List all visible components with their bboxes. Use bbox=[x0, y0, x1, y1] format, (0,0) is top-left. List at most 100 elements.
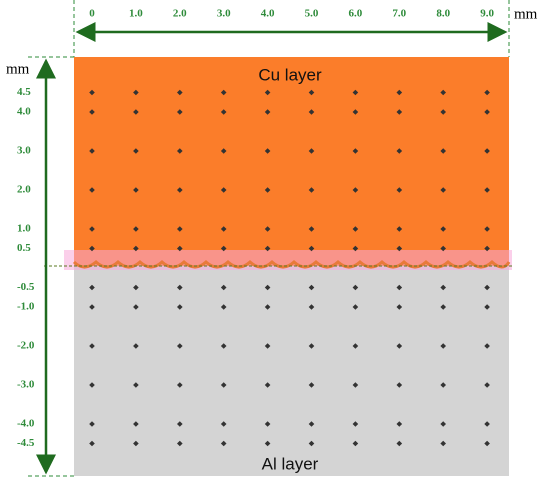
measure-point bbox=[133, 382, 139, 388]
measure-point bbox=[89, 148, 95, 154]
measure-point bbox=[220, 89, 227, 96]
measure-point bbox=[264, 421, 271, 427]
measure-point bbox=[308, 284, 315, 291]
measure-point bbox=[352, 226, 359, 232]
measure-point bbox=[308, 109, 315, 115]
measure-point bbox=[396, 284, 403, 291]
measure-point bbox=[396, 382, 403, 388]
x-tick-label: 7.0 bbox=[392, 8, 406, 20]
measure-point bbox=[264, 440, 271, 447]
measure-point bbox=[396, 89, 403, 96]
measure-point bbox=[484, 304, 490, 310]
measure-point bbox=[133, 284, 139, 291]
measure-point bbox=[264, 148, 271, 154]
measure-point bbox=[89, 226, 95, 232]
measure-point bbox=[440, 89, 446, 96]
measure-point bbox=[89, 421, 95, 427]
measure-point bbox=[484, 245, 490, 252]
x-tick-label: 4.0 bbox=[261, 8, 275, 20]
measure-point bbox=[220, 226, 227, 232]
measure-point bbox=[89, 245, 95, 252]
measure-point bbox=[484, 187, 490, 193]
measure-point bbox=[308, 304, 315, 310]
measure-point bbox=[396, 226, 403, 232]
measure-point bbox=[220, 304, 227, 310]
y-unit: mm bbox=[6, 61, 30, 77]
measure-point bbox=[308, 245, 315, 252]
measure-point bbox=[89, 187, 95, 193]
measure-point bbox=[396, 245, 403, 252]
measure-point bbox=[308, 343, 315, 349]
measure-point bbox=[89, 89, 95, 96]
measure-point bbox=[264, 109, 271, 115]
measure-point bbox=[440, 245, 446, 252]
measure-point bbox=[396, 440, 403, 447]
measure-point bbox=[308, 187, 315, 193]
measure-point bbox=[220, 284, 227, 291]
measure-point bbox=[484, 226, 490, 232]
measure-point bbox=[352, 304, 359, 310]
measure-point bbox=[396, 304, 403, 310]
x-tick-label: 2.0 bbox=[173, 8, 187, 20]
measure-point bbox=[220, 382, 227, 388]
measure-point bbox=[352, 440, 359, 447]
y-tick-label: -0.5 bbox=[17, 281, 35, 293]
measure-point bbox=[484, 148, 490, 154]
x-tick-label: 9.0 bbox=[480, 8, 494, 20]
x-tick-label: 8.0 bbox=[436, 8, 450, 20]
measure-point bbox=[352, 284, 359, 291]
measure-point bbox=[89, 284, 95, 291]
y-tick-label: 2.0 bbox=[17, 184, 31, 196]
measure-point bbox=[89, 304, 95, 310]
measure-point bbox=[133, 89, 139, 96]
x-tick-label: 1.0 bbox=[129, 8, 143, 20]
measure-point bbox=[484, 440, 490, 447]
measure-point bbox=[133, 245, 139, 252]
measure-point bbox=[484, 284, 490, 291]
measure-point bbox=[396, 109, 403, 115]
bottom-layer-label: Al layer bbox=[262, 454, 319, 473]
measure-point bbox=[177, 226, 183, 232]
measure-point bbox=[440, 440, 446, 447]
measure-point bbox=[220, 245, 227, 252]
measure-point bbox=[484, 109, 490, 115]
measure-point bbox=[440, 148, 446, 154]
measure-point bbox=[220, 148, 227, 154]
y-tick-label: 4.5 bbox=[17, 86, 31, 98]
x-tick-label: 3.0 bbox=[217, 8, 231, 20]
measure-point bbox=[177, 148, 183, 154]
measure-point bbox=[133, 148, 139, 154]
measure-point bbox=[89, 382, 95, 388]
y-tick-label: 0.5 bbox=[17, 242, 31, 254]
measure-point bbox=[177, 343, 183, 349]
measure-point bbox=[133, 343, 139, 349]
y-tick-label: 1.0 bbox=[17, 223, 31, 235]
measure-point bbox=[264, 187, 271, 193]
measure-point bbox=[396, 148, 403, 154]
measure-point bbox=[177, 304, 183, 310]
measure-point bbox=[440, 284, 446, 291]
measure-point bbox=[133, 226, 139, 232]
measure-point bbox=[177, 284, 183, 291]
measure-point bbox=[440, 226, 446, 232]
top-layer-label: Cu layer bbox=[258, 65, 322, 84]
measure-point bbox=[177, 109, 183, 115]
measure-point bbox=[133, 440, 139, 447]
x-unit: mm bbox=[514, 6, 538, 22]
measure-point bbox=[308, 226, 315, 232]
measure-point bbox=[352, 343, 359, 349]
measure-point bbox=[177, 382, 183, 388]
measure-point bbox=[484, 343, 490, 349]
y-tick-label: -2.0 bbox=[17, 340, 35, 352]
measure-point bbox=[264, 245, 271, 252]
measure-point bbox=[440, 382, 446, 388]
measure-point bbox=[440, 109, 446, 115]
measure-point bbox=[484, 89, 490, 96]
x-tick-label: 0 bbox=[89, 8, 95, 20]
measure-point bbox=[220, 343, 227, 349]
measure-point bbox=[133, 187, 139, 193]
measure-point bbox=[264, 343, 271, 349]
measure-point bbox=[264, 89, 271, 96]
y-tick-label: -4.5 bbox=[17, 437, 35, 449]
